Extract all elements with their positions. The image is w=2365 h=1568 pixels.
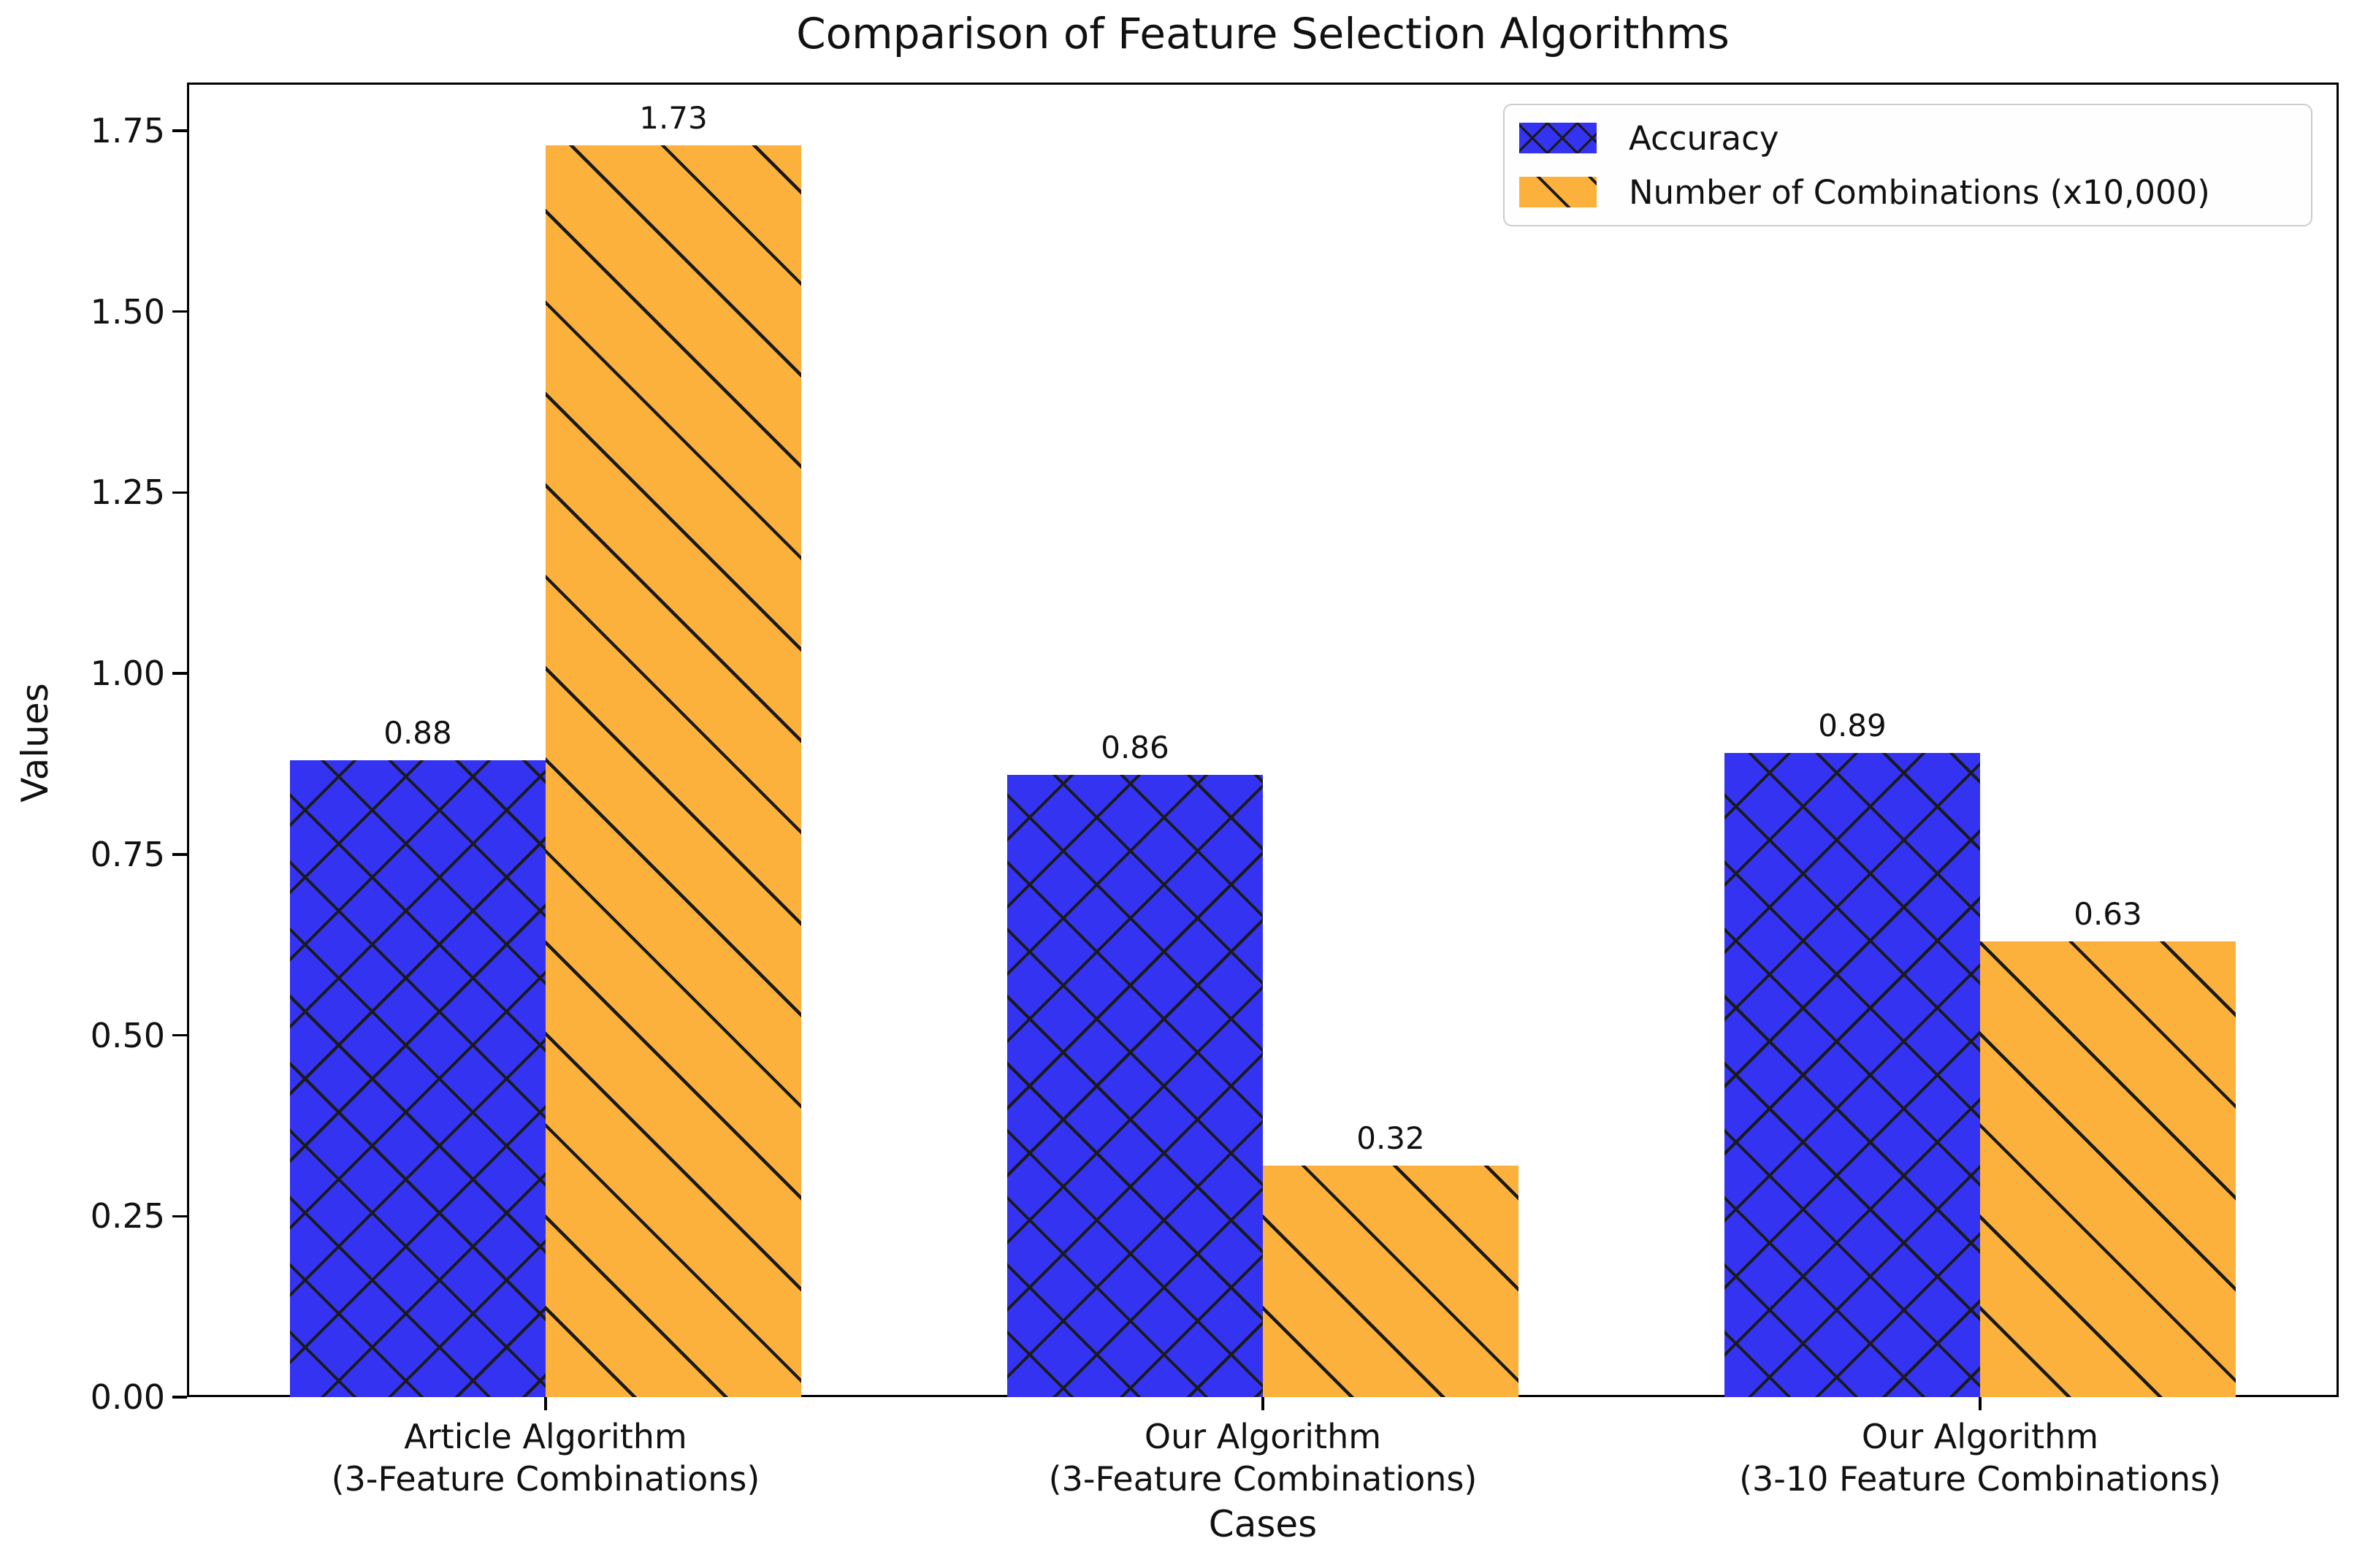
y-tick-label: 1.00: [90, 654, 165, 694]
y-tick-label: 0.00: [90, 1377, 165, 1417]
bar-combinations: [1980, 941, 2236, 1397]
chart-title: Comparison of Feature Selection Algorith…: [796, 9, 1730, 58]
bar-value-label: 0.88: [383, 714, 452, 751]
category-label: Our Algorithm (3-Feature Combinations): [1048, 1417, 1478, 1499]
x-tick-mark: [544, 1397, 547, 1410]
legend-item-combinations: Number of Combinations (x10,000): [1519, 172, 2311, 212]
category-label: Our Algorithm (3-10 Feature Combinations…: [1739, 1417, 2221, 1499]
x-tick-mark: [1979, 1397, 1982, 1410]
y-tick-mark: [172, 310, 187, 313]
y-tick-mark: [172, 853, 187, 856]
bar-combinations: [546, 145, 801, 1397]
y-tick-mark: [172, 1033, 187, 1037]
y-tick-label: 0.75: [90, 834, 165, 874]
legend-swatch-combinations: [1519, 177, 1597, 207]
x-tick-mark: [1261, 1397, 1264, 1410]
legend-label-combinations: Number of Combinations (x10,000): [1629, 172, 2210, 212]
legend: Accuracy Number of Combinations (x10,000…: [1503, 104, 2312, 226]
bar-value-label: 1.73: [639, 99, 708, 136]
legend-label-accuracy: Accuracy: [1629, 118, 1779, 158]
category-label: Article Algorithm (3-Feature Combination…: [331, 1417, 760, 1499]
y-tick-mark: [172, 1215, 187, 1218]
bar-value-label: 0.32: [1356, 1120, 1425, 1156]
bar-value-label: 0.63: [2074, 895, 2142, 932]
bar-value-label: 0.86: [1101, 729, 1169, 765]
x-axis-label: Cases: [1208, 1503, 1318, 1545]
y-tick-label: 1.75: [90, 110, 165, 150]
legend-item-accuracy: Accuracy: [1519, 118, 2311, 158]
y-tick-mark: [172, 129, 187, 132]
y-tick-mark: [172, 491, 187, 494]
legend-swatch-accuracy: [1519, 123, 1597, 153]
bar-accuracy: [290, 760, 546, 1397]
bar-accuracy: [1724, 753, 1980, 1397]
bar-combinations: [1263, 1165, 1518, 1397]
y-tick-mark: [172, 1396, 187, 1399]
bar-value-label: 0.89: [1818, 708, 1887, 744]
y-tick-label: 0.25: [90, 1196, 165, 1236]
y-tick-label: 1.50: [90, 291, 165, 332]
bar-accuracy: [1007, 774, 1263, 1397]
y-tick-label: 0.50: [90, 1015, 165, 1055]
y-tick-label: 1.25: [90, 473, 165, 513]
y-tick-mark: [172, 672, 187, 675]
